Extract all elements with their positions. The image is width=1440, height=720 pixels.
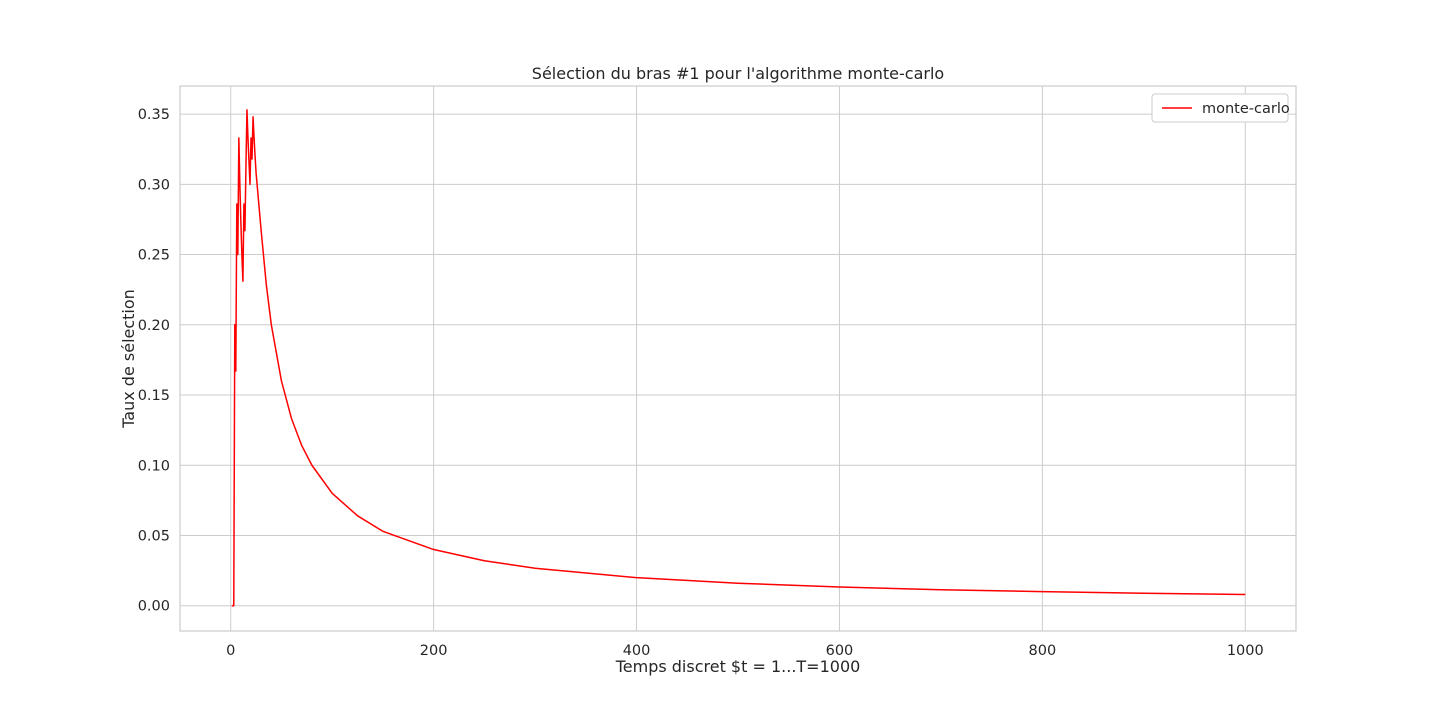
y-tick-label: 0.10	[138, 458, 170, 474]
y-tick-label: 0.00	[138, 599, 170, 615]
y-tick-label: 0.25	[138, 248, 170, 264]
x-tick-label: 600	[826, 643, 854, 659]
plot-area-frame	[179, 85, 1297, 632]
x-tick-label: 1000	[1227, 643, 1264, 659]
x-tick-label: 200	[420, 643, 448, 659]
tick-labels: 0 200 400 600 800 1000 0.00 0.05 0.10 0.15 0.20 0.2…	[138, 107, 1264, 659]
y-tick-label: 0.20	[138, 318, 170, 334]
grid-lines	[180, 86, 1296, 631]
y-tick-label: 0.30	[138, 177, 170, 193]
x-tick-label: 400	[623, 643, 651, 659]
x-tick-label: 0	[226, 643, 235, 659]
chart-title: Sélection du bras #1 pour l'algorithme m…	[532, 64, 944, 83]
legend-label-monte-carlo: monte-carlo	[1202, 101, 1290, 117]
legend: monte-carlo	[1151, 93, 1290, 123]
legend-box	[1151, 93, 1289, 123]
y-axis-label: Taux de sélection	[119, 289, 138, 429]
series-line-monte-carlo	[231, 109, 1246, 607]
x-axis-label: Temps discret $t = 1...T=1000	[615, 657, 861, 676]
x-tick-label: 800	[1029, 643, 1057, 659]
series-layer	[231, 109, 1246, 607]
y-tick-label: 0.35	[138, 107, 170, 123]
y-tick-label: 0.05	[138, 528, 170, 544]
y-tick-label: 0.15	[138, 388, 170, 404]
